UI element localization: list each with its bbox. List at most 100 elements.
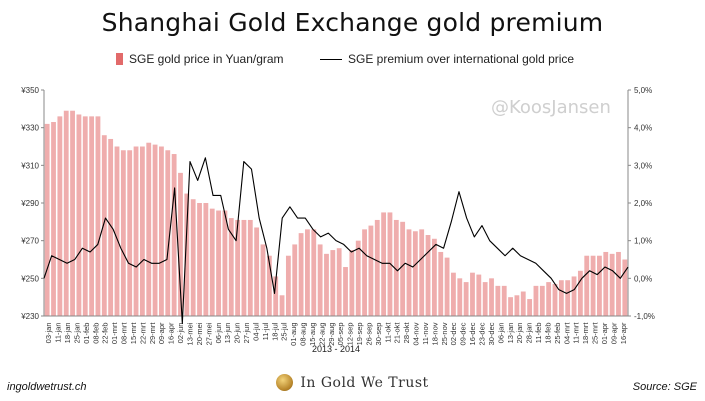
price-bar (108, 138, 114, 316)
x-tick-label: 22-mrt (138, 322, 147, 345)
legend-label-price: SGE gold price in Yuan/gram (129, 52, 284, 66)
price-bar (285, 255, 291, 316)
price-bar (597, 255, 602, 316)
price-bar (114, 146, 120, 316)
x-tick-label: 25-jan (73, 323, 82, 344)
price-bar (152, 144, 158, 316)
x-tick-label: 30-sep (374, 323, 383, 346)
price-bar (571, 276, 577, 316)
x-tick-label: 11-okt (383, 322, 392, 343)
price-bar (216, 210, 221, 316)
price-bar (451, 272, 456, 316)
x-tick-label: 05-sep (336, 322, 345, 345)
price-bar (552, 283, 558, 316)
price-bar (57, 116, 63, 316)
right-tick-label: 1,0% (634, 237, 652, 246)
x-tick-label: 16-apr (167, 322, 176, 344)
price-bar (260, 244, 266, 316)
price-bar (482, 282, 488, 316)
price-bar (63, 110, 69, 316)
x-tick-label: 11-nov (421, 322, 430, 345)
x-tick-label: 26-sep (365, 323, 374, 346)
price-bar (355, 240, 361, 316)
price-bar (349, 250, 355, 316)
x-tick-label: 08-mrt (120, 322, 129, 345)
price-bar (533, 285, 539, 316)
x-tick-label: 20-mei (195, 322, 204, 345)
x-axis-label: 2013 - 2014 (312, 344, 360, 354)
price-bar (324, 253, 329, 316)
x-tick-label: 01-mrt (110, 322, 119, 345)
price-bar (44, 123, 50, 317)
price-bar (70, 110, 75, 316)
price-bar (381, 212, 387, 316)
left-tick-label: ¥230 (20, 312, 39, 321)
price-bar (254, 227, 260, 316)
price-bar (228, 218, 234, 316)
x-tick-label: 28-jan (525, 323, 534, 344)
price-bar (343, 267, 348, 316)
x-tick-label: 30-dec (487, 322, 496, 345)
x-tick-label: 01-apr (600, 322, 609, 344)
price-bar (197, 203, 202, 316)
x-tick-label: 04-nov (412, 322, 421, 345)
price-bar (165, 150, 171, 316)
price-bar (146, 142, 152, 316)
price-bar (159, 146, 164, 316)
price-bar (235, 219, 241, 316)
price-bar (539, 285, 545, 316)
price-bar (247, 219, 253, 316)
left-tick-label: ¥310 (20, 161, 39, 170)
footer-source: Source: SGE (632, 381, 697, 393)
x-tick-label: 01-aug (289, 322, 298, 345)
price-bar (292, 244, 298, 316)
x-tick-label: 16-apr (619, 322, 628, 344)
price-bar (279, 295, 285, 316)
price-bar (101, 135, 107, 316)
price-bar (387, 212, 393, 316)
legend: SGE gold price in Yuan/gram SGE premium … (0, 52, 705, 70)
premium-line (43, 157, 629, 325)
price-bar (514, 295, 520, 316)
price-bar (171, 154, 177, 316)
x-tick-label: 19-sep (355, 322, 364, 345)
price-bar (139, 146, 145, 316)
price-bar (311, 229, 317, 316)
price-bar (82, 116, 88, 316)
right-tick-label: 2,0% (634, 199, 652, 208)
x-tick-label: 18-feb (543, 322, 552, 343)
price-bar (209, 208, 215, 316)
x-tick-label: 29-mrt (148, 322, 157, 345)
price-bar (489, 278, 494, 316)
price-bar (127, 150, 133, 316)
x-tick-label: 20-jun (233, 323, 242, 344)
x-tick-label: 18-jul (270, 322, 279, 341)
price-bar (558, 280, 564, 316)
x-tick-label: 15-aug (308, 323, 317, 346)
x-tick-label: 25-feb (553, 323, 562, 344)
left-tick-label: ¥270 (20, 237, 39, 246)
x-tick-label: 25-nov (440, 322, 449, 345)
right-tick-label: 4,0% (634, 124, 652, 133)
chart-plot: ¥230 ¥250 ¥270 ¥290 ¥310 ¥330 ¥350 -1,0% 0,0% 1,0… (20, 86, 655, 354)
x-tick-label: 29-aug (327, 323, 336, 346)
price-bar (133, 146, 139, 316)
x-tick-label: 12-sep (346, 322, 355, 345)
x-tick-label: 04-jul (251, 322, 260, 341)
x-tick-label: 06-jun (214, 323, 223, 344)
left-tick-label: ¥250 (20, 274, 39, 283)
price-bar (501, 285, 507, 316)
price-bar (457, 278, 463, 316)
price-bar (590, 255, 596, 316)
price-bar (495, 285, 501, 316)
price-bar (412, 231, 418, 316)
price-bar (305, 229, 310, 316)
price-bar (419, 229, 425, 316)
x-tick-label: 13-mei (186, 322, 195, 345)
x-tick-label: 02-jun (176, 323, 185, 344)
price-bar (51, 122, 56, 316)
price-bar (622, 259, 628, 316)
price-bar (241, 219, 247, 316)
price-bar (222, 210, 228, 316)
price-bar (330, 250, 336, 316)
